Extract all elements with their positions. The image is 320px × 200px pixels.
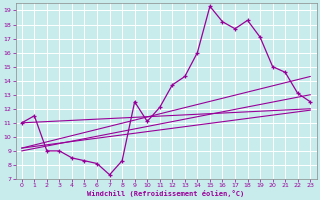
X-axis label: Windchill (Refroidissement éolien,°C): Windchill (Refroidissement éolien,°C): [87, 190, 245, 197]
